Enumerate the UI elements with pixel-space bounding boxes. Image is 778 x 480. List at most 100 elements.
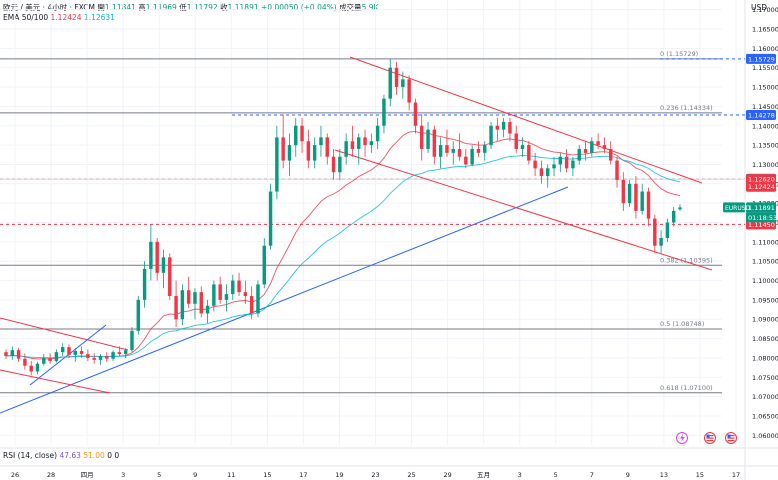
candle-body [168,257,172,297]
candle-body [527,145,531,161]
y-tick-label: 1.11000 [752,238,778,246]
ema-label: EMA 50/100 [3,13,49,22]
candle-body [149,241,153,269]
candle-body [237,280,241,293]
currency-label: USD [751,3,768,12]
candle-body [142,268,147,300]
x-tick-label: 26 [11,471,19,479]
x-tick-label: 3 [121,471,125,479]
candle-body [659,237,663,246]
candle-body [583,148,588,153]
high-label: 高 [138,3,146,12]
y-tick-label: 1.14500 [752,103,778,111]
candle-body [10,350,15,356]
low-value: 1.11792 [186,3,218,12]
candle-body [300,125,304,142]
volume-value: 5.9K [361,3,379,12]
event-us-flag-icon[interactable] [704,432,716,444]
candle-body [382,98,386,126]
ema-lines [5,130,681,360]
event-us-flag-icon-2[interactable] [725,432,737,444]
candle-body [501,121,506,130]
candle-body [571,160,575,169]
x-tick-label: 17 [732,471,740,479]
candle-body [29,365,33,372]
candle-body [67,347,71,355]
candle-body [275,137,279,192]
candle-body [218,284,222,300]
candle-body [350,141,355,149]
rsi-value-2: 51.00 [83,451,105,460]
candle-body [111,352,115,359]
rsi-legend[interactable]: RSI (14, close) 47.63 51.00 0 0 [3,451,119,460]
candle-body [54,352,59,362]
fib-label: 0.236 (1.14334) [660,104,713,112]
candle-body [212,284,216,306]
price-tag-text: 1.14278 [748,112,775,120]
candle-body [231,280,235,295]
candle-body [86,354,90,358]
ema-legend[interactable]: EMA 50/100 1.12424 1.12631 [3,13,115,22]
candle-body [539,168,544,177]
fib-label: 0 (1.15729) [660,50,698,58]
candle-body [653,218,657,246]
candle-body [457,148,462,157]
y-tick-label: 1.08500 [752,335,778,343]
price-tag [746,181,776,192]
candle-body [92,357,96,360]
x-tick-label: 15 [696,471,704,479]
candle-body [533,160,537,169]
time-axis: 26 28 四月 3 5 9 11 15 17 19 23 25 29 五月 3 5 7 9 13 15 17 [11,471,740,479]
candle-body [590,141,594,153]
candle-body [514,133,518,149]
candle-body [394,67,399,88]
candle-body [375,125,380,142]
ema100-line [5,155,681,359]
candle-body [451,148,455,153]
candle-body [357,137,361,149]
candle-body [678,207,682,210]
candle-body [4,352,8,356]
price-tag-text: 1.11450 [748,221,775,229]
candle-body [388,67,392,99]
symbol-tag-text: EURUSD [725,205,751,212]
candle-body [602,145,607,149]
candle-body [495,125,500,130]
x-tick-label: 19 [335,471,343,479]
candle-body [174,296,178,320]
candle-body [426,129,430,149]
support-trendline-2 [29,324,107,386]
chart-header: 欧元 / 美元 · 4小时 · FXCM 開1.11841 高1.11969 低… [3,2,378,13]
symbol-tag [723,202,745,213]
candle-body [281,137,285,161]
price-tag [746,174,776,185]
candle-body [546,168,550,177]
candle-body [508,121,512,134]
candle-body [363,137,367,146]
x-tick-label: 5 [554,471,558,479]
y-tick-label: 1.14000 [752,122,778,130]
candle-body [671,210,676,223]
candle-body [338,156,342,173]
channel-top-left [0,317,129,351]
candle-body [249,296,254,314]
rsi-value-3: 0 [107,451,112,460]
high-value: 1.11969 [145,3,177,12]
candle-body [438,145,443,157]
y-tick-label: 1.08000 [752,354,778,362]
candle-body [136,299,140,331]
event-lightning-icon[interactable] [676,432,688,444]
candle-body [483,145,487,153]
rsi-label: RSI (14, close) [3,451,58,460]
candle-body [306,141,311,161]
close-label: 收 [220,3,228,12]
candle-body [577,148,581,161]
ema50-line [5,130,681,360]
candle-body [432,129,437,157]
open-label: 開 [97,3,105,12]
price-tag [746,202,776,213]
event-icons [676,432,737,444]
y-tick-label: 1.16000 [752,45,778,53]
x-tick-label: 13 [660,471,668,479]
